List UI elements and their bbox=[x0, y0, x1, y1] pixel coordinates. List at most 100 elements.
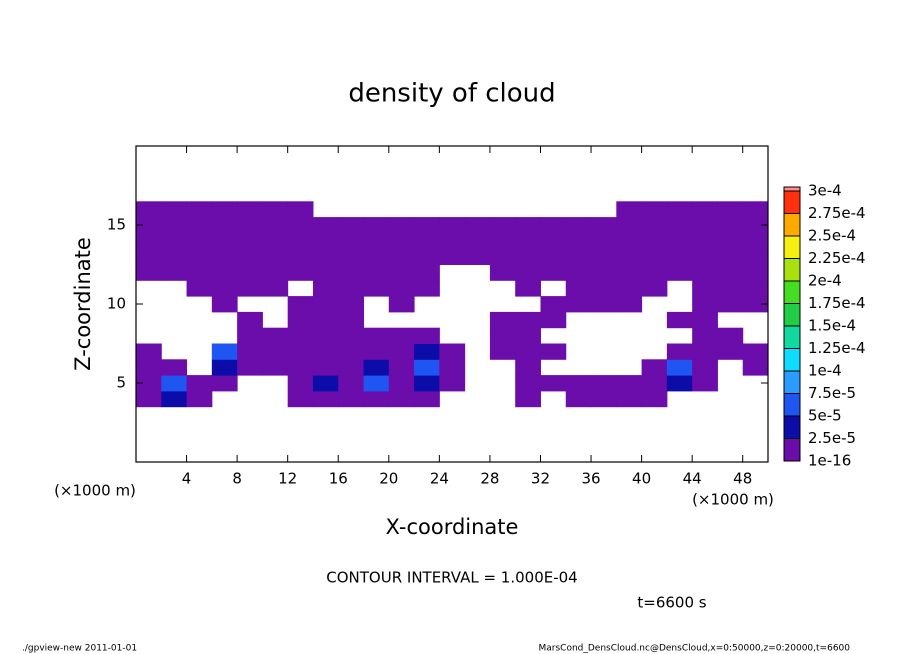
x-tick-label: 40 bbox=[632, 470, 651, 488]
contour-cell bbox=[388, 375, 415, 392]
colorbar-band bbox=[784, 438, 800, 461]
contour-cell bbox=[186, 264, 213, 281]
contour-cell bbox=[489, 232, 516, 250]
contour-cell bbox=[186, 248, 213, 265]
contour-cell bbox=[388, 248, 415, 265]
contour-cell bbox=[312, 375, 339, 392]
contour-cell bbox=[262, 217, 289, 234]
contour-cell bbox=[312, 248, 339, 265]
contour-cell bbox=[641, 359, 668, 376]
contour-cell bbox=[540, 296, 567, 313]
contour-cell bbox=[641, 375, 668, 392]
colorbar-band bbox=[784, 236, 800, 259]
contour-cell bbox=[489, 217, 516, 234]
contour-cell bbox=[717, 248, 744, 265]
contour-cell bbox=[388, 280, 415, 297]
contour-cell bbox=[237, 248, 263, 265]
colorbar-band bbox=[784, 303, 800, 326]
contour-cell bbox=[565, 264, 592, 281]
contour-cell bbox=[439, 217, 466, 234]
contour-cell bbox=[591, 248, 617, 265]
contour-cell bbox=[742, 280, 769, 297]
contour-cell bbox=[136, 375, 162, 392]
contour-cell bbox=[742, 264, 769, 281]
contour-cell bbox=[439, 248, 466, 265]
contour-cell bbox=[489, 311, 516, 329]
contour-cell bbox=[616, 280, 643, 297]
contour-cell bbox=[338, 375, 365, 392]
colorbar-label: 2.75e-4 bbox=[808, 204, 866, 222]
contour-cell bbox=[692, 327, 718, 344]
contour-cell bbox=[692, 201, 718, 218]
colorbar-band bbox=[784, 187, 800, 191]
contour-cell bbox=[211, 359, 238, 376]
x-tick-label: 16 bbox=[329, 470, 348, 488]
contour-cell bbox=[515, 248, 541, 265]
contour-cell bbox=[591, 217, 617, 234]
contour-cell bbox=[338, 264, 365, 281]
contour-cell bbox=[666, 248, 693, 265]
contour-cell bbox=[439, 343, 466, 360]
contour-cell bbox=[287, 327, 314, 344]
contour-cell bbox=[312, 343, 339, 360]
colorbar-label: 3e-4 bbox=[808, 182, 842, 200]
contour-cell bbox=[641, 217, 668, 234]
contour-cell bbox=[717, 232, 744, 250]
contour-cell bbox=[363, 375, 390, 392]
contour-cell bbox=[540, 217, 567, 234]
contour-cell bbox=[388, 232, 415, 250]
contour-cell bbox=[742, 232, 769, 250]
contour-cell bbox=[211, 217, 238, 234]
contour-cell bbox=[641, 390, 668, 408]
contour-cell bbox=[540, 375, 567, 392]
contour-cell bbox=[161, 359, 188, 376]
contour-cell bbox=[692, 217, 718, 234]
colorbar-label: 1e-4 bbox=[808, 362, 842, 380]
y-tick-label: 5 bbox=[116, 374, 126, 392]
contour-cell bbox=[616, 232, 643, 250]
contour-cell bbox=[666, 311, 693, 329]
colorbar-band bbox=[784, 213, 800, 236]
contour-cell bbox=[666, 264, 693, 281]
contour-cell bbox=[363, 248, 390, 265]
contour-cell bbox=[161, 217, 188, 234]
contour-cell bbox=[161, 264, 188, 281]
contour-cell bbox=[742, 296, 769, 313]
contour-cell bbox=[565, 217, 592, 234]
contour-cell bbox=[262, 327, 289, 344]
contour-cell bbox=[287, 217, 314, 234]
x-tick-label: 8 bbox=[232, 470, 242, 488]
contour-cell bbox=[136, 248, 162, 265]
contour-cell bbox=[237, 327, 263, 344]
contour-cell bbox=[363, 280, 390, 297]
contour-cell bbox=[363, 264, 390, 281]
contour-cell bbox=[742, 201, 769, 218]
contour-cell bbox=[515, 375, 541, 392]
contour-cell bbox=[515, 327, 541, 344]
contour-cell bbox=[692, 232, 718, 250]
contour-cell bbox=[515, 343, 541, 360]
contour-cell bbox=[388, 217, 415, 234]
colorbar-label: 1.75e-4 bbox=[808, 294, 866, 312]
x-tick-label: 24 bbox=[430, 470, 449, 488]
contour-cell bbox=[287, 311, 314, 329]
contour-cell bbox=[312, 232, 339, 250]
contour-cell bbox=[742, 359, 769, 376]
contour-cell bbox=[414, 359, 440, 376]
contour-cell bbox=[161, 375, 188, 392]
contour-cell bbox=[641, 201, 668, 218]
contour-cell bbox=[489, 248, 516, 265]
contour-cell bbox=[363, 343, 390, 360]
chart-title: density of cloud bbox=[348, 79, 555, 109]
contour-cell bbox=[161, 248, 188, 265]
contour-cell bbox=[515, 280, 541, 297]
contour-cell bbox=[717, 201, 744, 218]
contour-cell bbox=[237, 343, 263, 360]
contour-cell bbox=[717, 327, 744, 344]
contour-cell bbox=[388, 327, 415, 344]
contour-cell bbox=[641, 264, 668, 281]
contour-cell bbox=[136, 201, 162, 218]
contour-cell bbox=[439, 232, 466, 250]
contour-cell bbox=[211, 264, 238, 281]
contour-cell bbox=[591, 375, 617, 392]
